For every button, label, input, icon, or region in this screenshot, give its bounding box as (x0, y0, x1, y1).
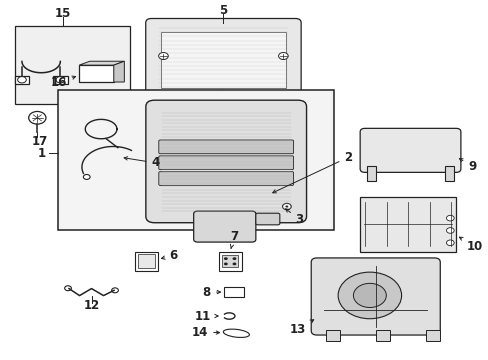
Text: 3: 3 (285, 209, 303, 226)
Text: 1: 1 (38, 147, 46, 159)
Bar (325, 330, 339, 341)
FancyBboxPatch shape (159, 172, 293, 185)
Bar (360, 197, 455, 252)
FancyBboxPatch shape (159, 156, 293, 170)
Circle shape (446, 215, 453, 221)
Text: 9: 9 (458, 158, 475, 173)
Bar (222, 255, 237, 267)
Circle shape (282, 203, 290, 210)
FancyBboxPatch shape (310, 258, 439, 335)
Bar (60, 91, 331, 229)
FancyBboxPatch shape (193, 211, 255, 242)
Text: 14: 14 (191, 326, 219, 339)
FancyBboxPatch shape (145, 18, 301, 101)
Circle shape (219, 90, 227, 96)
Bar (53, 76, 67, 84)
Polygon shape (114, 61, 124, 82)
FancyBboxPatch shape (159, 140, 293, 154)
Circle shape (353, 283, 386, 307)
Text: 7: 7 (230, 230, 238, 248)
Bar (444, 166, 453, 181)
Circle shape (337, 272, 401, 319)
Text: 2: 2 (272, 151, 352, 193)
Circle shape (224, 257, 227, 260)
Text: 10: 10 (459, 237, 482, 253)
Text: 4: 4 (124, 156, 160, 169)
Circle shape (232, 257, 236, 260)
Bar (15, 26, 130, 104)
Bar (224, 287, 243, 297)
Text: 17: 17 (32, 135, 48, 148)
Text: 5: 5 (219, 4, 227, 17)
Text: 12: 12 (83, 299, 100, 312)
Circle shape (232, 262, 236, 265)
Ellipse shape (223, 329, 249, 337)
FancyBboxPatch shape (255, 213, 279, 225)
Circle shape (64, 286, 71, 291)
Bar (366, 166, 375, 181)
Bar (425, 330, 439, 341)
Bar (218, 252, 241, 271)
Circle shape (29, 112, 46, 124)
Bar (58, 90, 333, 230)
Circle shape (83, 175, 90, 179)
Circle shape (111, 288, 118, 293)
FancyBboxPatch shape (360, 129, 460, 172)
Circle shape (158, 53, 168, 59)
Circle shape (278, 53, 287, 59)
Text: 13: 13 (289, 320, 313, 336)
Polygon shape (79, 61, 124, 65)
Text: 11: 11 (194, 310, 218, 323)
Circle shape (446, 228, 453, 233)
Circle shape (18, 77, 26, 83)
Circle shape (285, 206, 288, 208)
Circle shape (446, 240, 453, 246)
Bar (79, 65, 114, 82)
Text: 8: 8 (203, 285, 220, 298)
Bar (15, 76, 29, 84)
Circle shape (224, 262, 227, 265)
Bar (137, 255, 155, 268)
Text: 16: 16 (51, 76, 76, 89)
Bar (161, 32, 285, 88)
Bar (134, 252, 158, 271)
FancyBboxPatch shape (145, 100, 306, 223)
Bar (375, 330, 389, 341)
Text: 6: 6 (161, 249, 178, 262)
Text: 15: 15 (55, 8, 71, 21)
Circle shape (56, 77, 64, 83)
